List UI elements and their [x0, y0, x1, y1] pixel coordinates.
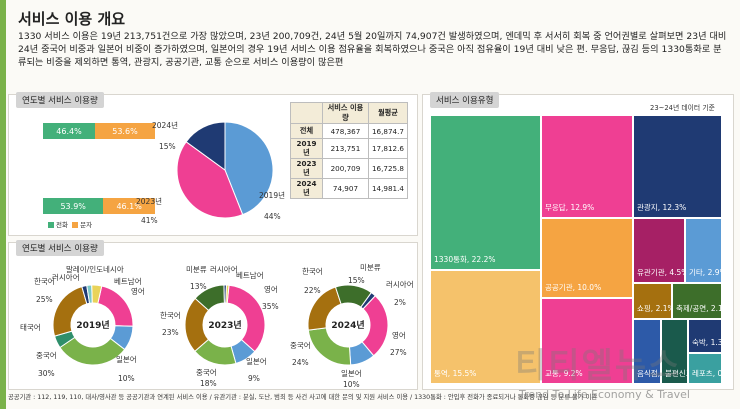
label-2019-thai: 태국어 — [20, 323, 41, 332]
pie-label-2019: 2019년 — [259, 191, 285, 200]
slice-2023 — [176, 141, 244, 219]
legend-call: 전화 — [56, 221, 68, 229]
pct-2023-japanese: 9% — [248, 374, 260, 383]
slice-chinese — [307, 327, 352, 366]
call-segment: 46.4% — [43, 123, 95, 139]
label-2023-chinese: 중국어 — [196, 368, 217, 377]
label-2024-unclassified: 미분류 — [360, 263, 381, 272]
label-2023-japanese: 일본어 — [246, 357, 267, 366]
tm-lodging: 숙박, 1.3% — [688, 319, 722, 353]
year-share-pie — [176, 121, 274, 219]
pie-label-2023: 2023년 — [136, 197, 162, 206]
pct-2023-korean: 23% — [162, 328, 179, 337]
slice-2019 — [224, 121, 274, 216]
table-row: 2024년 74,907 14,981.4 — [290, 178, 409, 199]
tm-interpretation: 통역, 15.5% — [430, 270, 541, 384]
watermark-logo: 티티엘뉴스 — [515, 346, 682, 386]
table-header-row: 서비스 이용량 월평균 — [290, 102, 409, 124]
label-2023-unclassified: 미분류 — [186, 265, 207, 274]
footer-note: 공공기관 : 112, 119, 110, 대사/영사관 등 공공기관과 연계된… — [8, 394, 598, 401]
tm-1330call: 1330통화, 22.2% — [430, 115, 541, 270]
donut-2019: 2019년 — [52, 284, 134, 366]
pct-2023-english: 35% — [262, 302, 279, 311]
pct-2019-chinese: 30% — [38, 369, 55, 378]
slice-russian — [360, 291, 376, 310]
label-2019-russian: 러시아어 — [52, 273, 80, 282]
pct-2024-english: 27% — [390, 348, 407, 357]
tm-festival: 축제/공연, 2.1% — [672, 283, 722, 319]
donut-center-2023: 2023년 — [208, 319, 241, 331]
label-2019-malay: 말레이/인도네시아 — [66, 265, 124, 274]
label-2023-vietnamese: 베트남어 — [236, 271, 264, 280]
tm-other: 기타, 2.9% — [685, 218, 722, 283]
pie-pct-2019: 44% — [264, 212, 281, 221]
pct-2019-japanese: 10% — [118, 374, 135, 383]
page-title: 서비스 이용 개요 — [18, 10, 126, 28]
watermark-tagline: Trend To Life Economy & Travel — [519, 388, 690, 401]
pct-2023-unclassified: 13% — [190, 282, 207, 291]
tm-transport: 교통, 9.2% — [541, 298, 633, 384]
tm-no-answer: 무응답, 12.9% — [541, 115, 633, 218]
tm-tourist-spot: 관광지, 12.3% — [633, 115, 722, 218]
tm-shopping: 쇼핑, 2.1% — [633, 283, 672, 319]
pct-2024-unclassified: 15% — [348, 276, 365, 285]
pct-2024-chinese: 24% — [292, 358, 309, 367]
label-2023-english: 영어 — [264, 285, 278, 294]
tm-restaurant: 음식점, 2.0% — [633, 319, 661, 384]
table-row: 전체 478,367 16,874.7 — [290, 123, 409, 139]
table-row: 2023년 200,709 16,725.8 — [290, 158, 409, 179]
donut-2024: 2024년 — [307, 284, 389, 366]
tm-complaint: 불편신고, 1.9% — [661, 319, 688, 384]
tm-related-agency: 유관기관, 4.5% — [633, 218, 685, 283]
donut-center-2024: 2024년 — [331, 319, 364, 331]
label-2019-japanese: 일본어 — [116, 355, 137, 364]
tm-leisure: 레포츠, 0.8% — [688, 353, 722, 384]
label-2024-english: 영어 — [392, 331, 406, 340]
tm-public-agency: 공공기관, 10.0% — [541, 218, 633, 298]
usage-table: 서비스 이용량 월평균 전체 478,367 16,874.7 2019년 213,7… — [290, 102, 409, 199]
label-2023-russian: 러시아어 — [210, 265, 238, 274]
pct-2024-japanese: 10% — [343, 380, 360, 389]
slice-2024 — [185, 121, 226, 171]
call-segment: 53.9% — [43, 198, 104, 214]
summary-text: 1330 서비스 이용은 19년 213,751건으로 가장 많았으며, 23년… — [18, 31, 727, 68]
channel-bar-2024: 46.4% 53.6% — [43, 123, 155, 139]
pie-label-2024: 2024년 — [152, 121, 178, 130]
pct-2024-russian: 2% — [394, 298, 406, 307]
label-2019-vietnamese: 베트남어 — [114, 277, 142, 286]
text-segment: 53.6% — [94, 123, 155, 139]
pct-2019-korean: 25% — [36, 295, 53, 304]
channel-bar-2019: 53.9% 46.1% — [43, 198, 155, 214]
label-2019-chinese: 중국어 — [36, 351, 57, 360]
slice-vietnamese — [91, 284, 103, 305]
pct-2023-chinese: 18% — [200, 379, 217, 388]
legend-text: 문자 — [80, 221, 93, 229]
label-2024-russian: 러시아어 — [386, 280, 414, 289]
label-2019-english: 영어 — [131, 287, 145, 296]
channel-legend: 전화 문자 — [48, 219, 92, 229]
label-2024-korean: 한국어 — [302, 267, 323, 276]
slice-vietnamese — [225, 284, 230, 304]
label-2019-korean: 한국어 — [34, 277, 55, 286]
slice-english — [226, 284, 266, 353]
service-type-tag: 서비스 이용유형 — [430, 92, 500, 108]
donut-2023: 2023년 — [184, 284, 266, 366]
yearly-usage-tag: 연도별 서비스 이용량 — [16, 92, 104, 108]
text-segment: 46.1% — [103, 198, 155, 214]
label-2023-korean: 한국어 — [160, 311, 181, 320]
language-tag: 연도별 서비스 이용량 — [16, 240, 104, 256]
table-row: 2019년 213,751 17,812.6 — [290, 138, 409, 159]
label-2024-chinese: 중국어 — [290, 341, 311, 350]
donut-center-2019: 2019년 — [76, 319, 109, 331]
pie-pct-2023: 41% — [141, 216, 158, 225]
pie-pct-2024: 15% — [159, 142, 176, 151]
treemap: 1330통화, 22.2% 통역, 15.5% 무응답, 12.9% 공공기관,… — [430, 115, 722, 384]
treemap-note: 23~24년 데이터 기준 — [650, 104, 715, 112]
accent-bar — [0, 0, 6, 409]
slice-chinese — [59, 336, 126, 366]
label-2024-japanese: 일본어 — [341, 369, 362, 378]
pct-2024-korean: 22% — [304, 286, 321, 295]
